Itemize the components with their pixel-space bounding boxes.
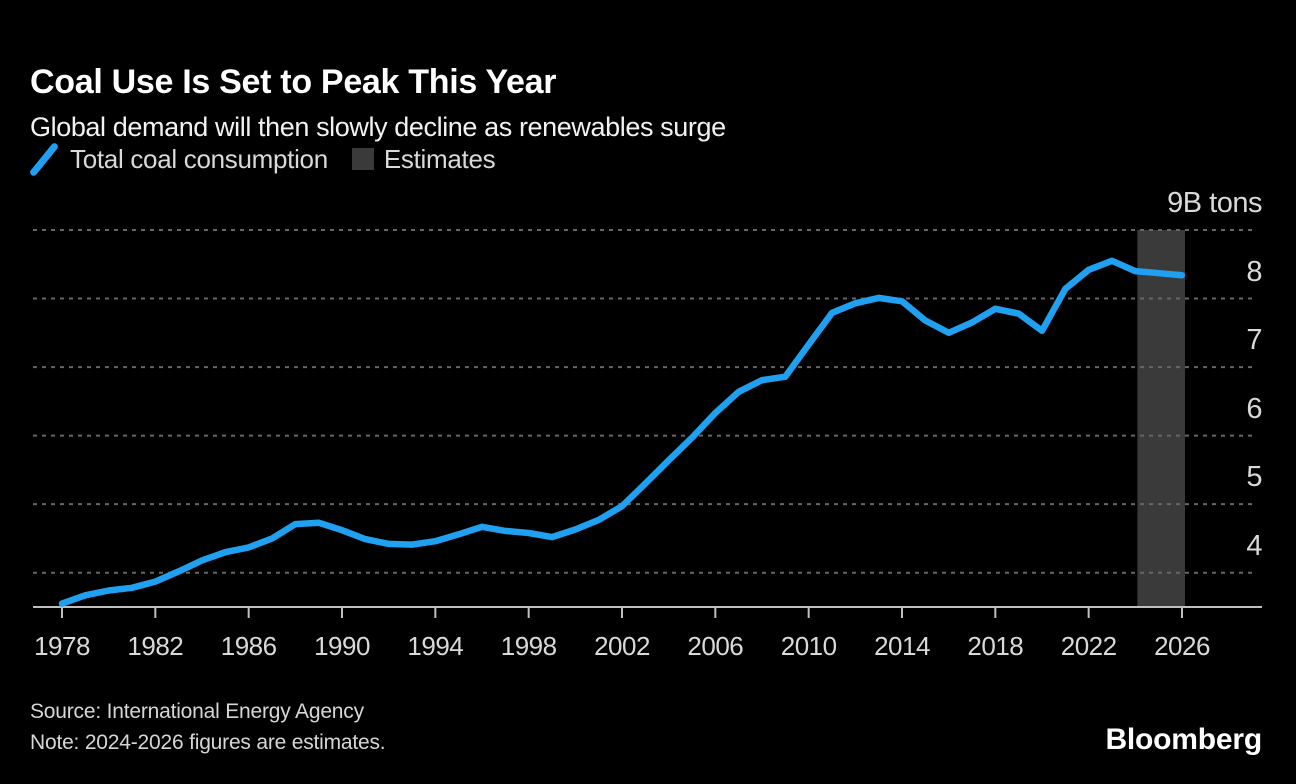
legend-label-estimates: Estimates <box>383 143 496 174</box>
y-tick-label-7: 7 <box>1246 324 1262 357</box>
x-tick-label-2010: 2010 <box>780 631 837 661</box>
x-tick-label-2026: 2026 <box>1154 631 1210 661</box>
x-tick-label-1986: 1986 <box>220 631 277 661</box>
source-note: Source: International Energy Agency <box>30 700 364 723</box>
total-coal-consumption-line <box>58 257 1186 607</box>
x-tick-label-1978: 1978 <box>34 631 90 661</box>
chart-title: Coal Use Is Set to Peak This Year <box>30 62 557 101</box>
legend: Total coal consumption Estimates <box>28 141 496 177</box>
x-tick-label-2002: 2002 <box>594 631 650 661</box>
x-tick-label-2022: 2022 <box>1060 631 1117 661</box>
y-tick-label-4: 4 <box>1246 529 1262 562</box>
x-tick-label-1982: 1982 <box>127 631 184 661</box>
x-tick-label-1994: 1994 <box>407 631 464 661</box>
y-tick-label-5: 5 <box>1246 461 1262 494</box>
y-tick-label-8: 8 <box>1246 255 1262 288</box>
bloomberg-logo: Bloomberg <box>1105 723 1262 756</box>
estimates-swatch-icon <box>351 148 374 170</box>
y-axis-unit-label: 9B tons <box>1167 187 1262 219</box>
chart-subtitle: Global demand will then slowly decline a… <box>30 112 726 142</box>
x-tick-label-1998: 1998 <box>500 631 557 661</box>
estimates-note: Note: 2024-2026 figures are estimates. <box>30 731 386 754</box>
estimates-band <box>1137 230 1185 607</box>
x-tick-label-2018: 2018 <box>967 631 1024 661</box>
y-tick-label-6: 6 <box>1246 392 1262 425</box>
x-tick-label-1990: 1990 <box>314 631 370 661</box>
legend-item-total-coal-consumption: Total coal consumption <box>28 141 328 177</box>
x-tick-label-2006: 2006 <box>687 631 744 661</box>
legend-item-estimates: Estimates <box>351 143 496 175</box>
legend-label-total-coal-consumption: Total coal consumption <box>70 143 328 174</box>
x-tick-label-2014: 2014 <box>874 631 930 661</box>
